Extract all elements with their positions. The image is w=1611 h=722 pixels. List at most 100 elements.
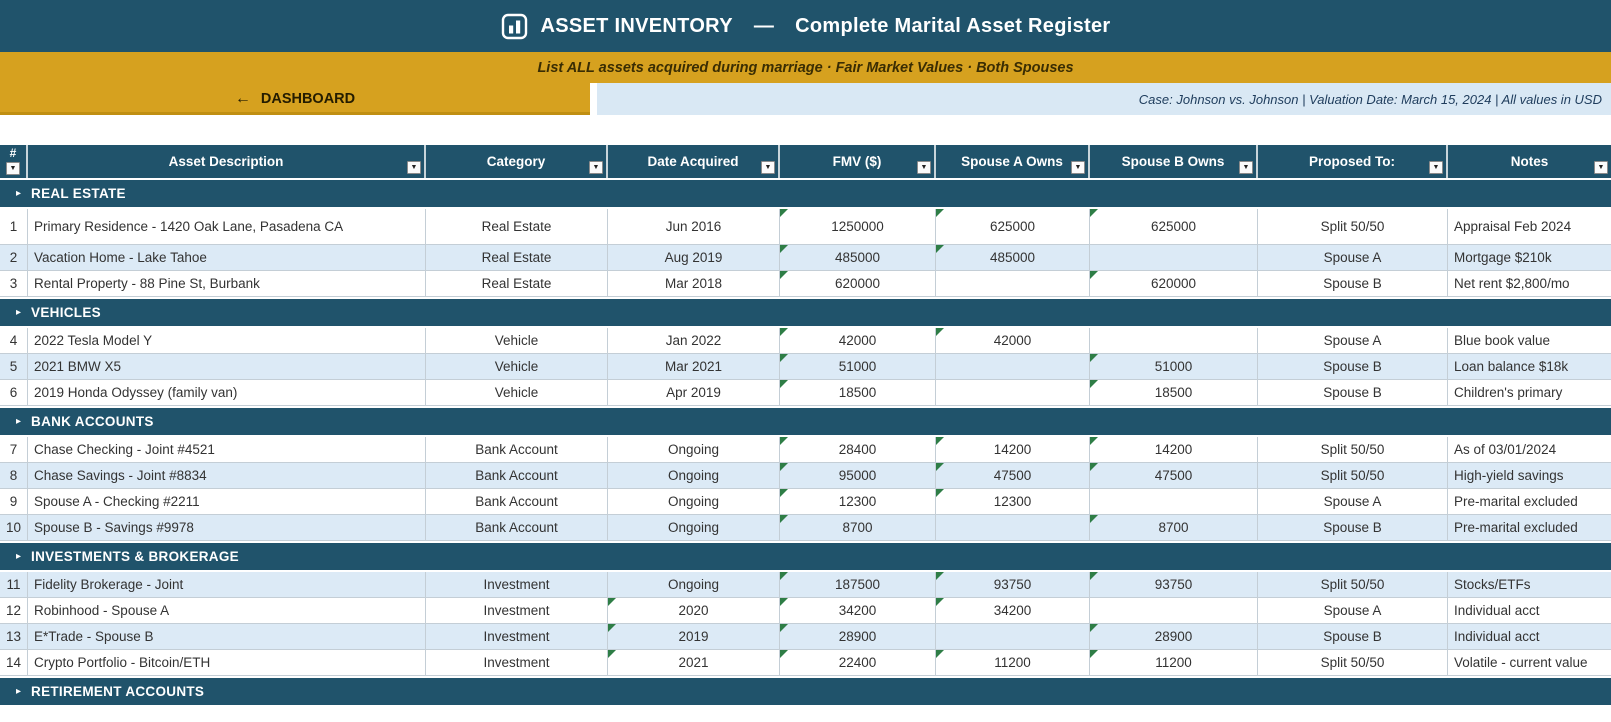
column-header-spouse-a-owns[interactable]: Spouse A Owns ▼: [936, 145, 1090, 178]
row-number-cell[interactable]: 3: [0, 271, 28, 297]
asset-description-cell[interactable]: 2022 Tesla Model Y: [28, 328, 426, 354]
spouse-b-owns-cell[interactable]: 620000: [1090, 271, 1258, 297]
fmv-cell[interactable]: 485000: [780, 245, 936, 271]
fmv-cell[interactable]: 18500: [780, 380, 936, 406]
column-header-spouse-b-owns[interactable]: Spouse B Owns ▼: [1090, 145, 1258, 178]
category-cell[interactable]: Investment: [426, 624, 608, 650]
filter-dropdown-button[interactable]: ▼: [589, 161, 603, 174]
spouse-b-owns-cell[interactable]: 28900: [1090, 624, 1258, 650]
fmv-cell[interactable]: 187500: [780, 572, 936, 598]
notes-cell[interactable]: Appraisal Feb 2024: [1448, 209, 1611, 245]
spouse-a-owns-cell[interactable]: 47500: [936, 463, 1090, 489]
column-header-date-acquired[interactable]: Date Acquired ▼: [608, 145, 780, 178]
category-cell[interactable]: Bank Account: [426, 515, 608, 541]
notes-cell[interactable]: Stocks/ETFs: [1448, 572, 1611, 598]
spouse-a-owns-cell[interactable]: [936, 515, 1090, 541]
dashboard-button[interactable]: ← DASHBOARD: [0, 83, 590, 115]
filter-dropdown-button[interactable]: ▼: [1594, 161, 1608, 174]
asset-description-cell[interactable]: Chase Checking - Joint #4521: [28, 437, 426, 463]
asset-description-cell[interactable]: Spouse A - Checking #2211: [28, 489, 426, 515]
fmv-cell[interactable]: 95000: [780, 463, 936, 489]
asset-description-cell[interactable]: Vacation Home - Lake Tahoe: [28, 245, 426, 271]
notes-cell[interactable]: Net rent $2,800/mo: [1448, 271, 1611, 297]
category-cell[interactable]: Bank Account: [426, 489, 608, 515]
row-number-cell[interactable]: 1: [0, 209, 28, 245]
spouse-b-owns-cell[interactable]: 625000: [1090, 209, 1258, 245]
fmv-cell[interactable]: 28400: [780, 437, 936, 463]
spouse-b-owns-cell[interactable]: [1090, 489, 1258, 515]
notes-cell[interactable]: As of 03/01/2024: [1448, 437, 1611, 463]
spouse-a-owns-cell[interactable]: 625000: [936, 209, 1090, 245]
proposed-to-cell[interactable]: Spouse B: [1258, 380, 1448, 406]
category-cell[interactable]: Real Estate: [426, 209, 608, 245]
spouse-b-owns-cell[interactable]: 51000: [1090, 354, 1258, 380]
date-acquired-cell[interactable]: Mar 2018: [608, 271, 780, 297]
filter-dropdown-button[interactable]: ▼: [6, 162, 20, 175]
spouse-a-owns-cell[interactable]: 14200: [936, 437, 1090, 463]
asset-description-cell[interactable]: Rental Property - 88 Pine St, Burbank: [28, 271, 426, 297]
date-acquired-cell[interactable]: Aug 2019: [608, 245, 780, 271]
category-cell[interactable]: Vehicle: [426, 380, 608, 406]
spouse-a-owns-cell[interactable]: [936, 271, 1090, 297]
column-header-category[interactable]: Category ▼: [426, 145, 608, 178]
proposed-to-cell[interactable]: Split 50/50: [1258, 209, 1448, 245]
date-acquired-cell[interactable]: Ongoing: [608, 572, 780, 598]
proposed-to-cell[interactable]: Spouse B: [1258, 271, 1448, 297]
filter-dropdown-button[interactable]: ▼: [1429, 161, 1443, 174]
column-header-asset-description[interactable]: Asset Description ▼: [28, 145, 426, 178]
row-number-cell[interactable]: 14: [0, 650, 28, 676]
category-cell[interactable]: Real Estate: [426, 245, 608, 271]
category-cell[interactable]: Investment: [426, 572, 608, 598]
row-number-cell[interactable]: 9: [0, 489, 28, 515]
proposed-to-cell[interactable]: Split 50/50: [1258, 437, 1448, 463]
proposed-to-cell[interactable]: Spouse A: [1258, 245, 1448, 271]
fmv-cell[interactable]: 22400: [780, 650, 936, 676]
date-acquired-cell[interactable]: Ongoing: [608, 437, 780, 463]
row-number-cell[interactable]: 12: [0, 598, 28, 624]
asset-description-cell[interactable]: Robinhood - Spouse A: [28, 598, 426, 624]
spouse-a-owns-cell[interactable]: 12300: [936, 489, 1090, 515]
section-header-real-estate[interactable]: ▸ REAL ESTATE: [0, 178, 1611, 209]
date-acquired-cell[interactable]: Ongoing: [608, 463, 780, 489]
proposed-to-cell[interactable]: Split 50/50: [1258, 650, 1448, 676]
section-header-investments-brokerage[interactable]: ▸ INVESTMENTS & BROKERAGE: [0, 541, 1611, 572]
spouse-b-owns-cell[interactable]: 11200: [1090, 650, 1258, 676]
proposed-to-cell[interactable]: Split 50/50: [1258, 572, 1448, 598]
row-number-cell[interactable]: 2: [0, 245, 28, 271]
column-header-proposed-to[interactable]: Proposed To: ▼: [1258, 145, 1448, 178]
proposed-to-cell[interactable]: Spouse A: [1258, 328, 1448, 354]
date-acquired-cell[interactable]: 2020: [608, 598, 780, 624]
notes-cell[interactable]: Volatile - current value: [1448, 650, 1611, 676]
notes-cell[interactable]: Blue book value: [1448, 328, 1611, 354]
category-cell[interactable]: Real Estate: [426, 271, 608, 297]
row-number-cell[interactable]: 7: [0, 437, 28, 463]
spouse-a-owns-cell[interactable]: 34200: [936, 598, 1090, 624]
spouse-b-owns-cell[interactable]: [1090, 598, 1258, 624]
date-acquired-cell[interactable]: Jun 2016: [608, 209, 780, 245]
filter-dropdown-button[interactable]: ▼: [1071, 161, 1085, 174]
notes-cell[interactable]: Children's primary: [1448, 380, 1611, 406]
asset-description-cell[interactable]: 2021 BMW X5: [28, 354, 426, 380]
fmv-cell[interactable]: 34200: [780, 598, 936, 624]
row-number-cell[interactable]: 11: [0, 572, 28, 598]
fmv-cell[interactable]: 28900: [780, 624, 936, 650]
fmv-cell[interactable]: 620000: [780, 271, 936, 297]
spouse-a-owns-cell[interactable]: [936, 624, 1090, 650]
notes-cell[interactable]: Individual acct: [1448, 598, 1611, 624]
date-acquired-cell[interactable]: 2021: [608, 650, 780, 676]
spouse-b-owns-cell[interactable]: 14200: [1090, 437, 1258, 463]
row-number-cell[interactable]: 6: [0, 380, 28, 406]
asset-description-cell[interactable]: 2019 Honda Odyssey (family van): [28, 380, 426, 406]
spouse-a-owns-cell[interactable]: 11200: [936, 650, 1090, 676]
spouse-b-owns-cell[interactable]: 93750: [1090, 572, 1258, 598]
spouse-a-owns-cell[interactable]: [936, 354, 1090, 380]
asset-description-cell[interactable]: E*Trade - Spouse B: [28, 624, 426, 650]
category-cell[interactable]: Vehicle: [426, 354, 608, 380]
category-cell[interactable]: Bank Account: [426, 463, 608, 489]
category-cell[interactable]: Vehicle: [426, 328, 608, 354]
date-acquired-cell[interactable]: 2019: [608, 624, 780, 650]
row-number-cell[interactable]: 4: [0, 328, 28, 354]
proposed-to-cell[interactable]: Spouse B: [1258, 354, 1448, 380]
row-number-cell[interactable]: 5: [0, 354, 28, 380]
section-header-vehicles[interactable]: ▸ VEHICLES: [0, 297, 1611, 328]
